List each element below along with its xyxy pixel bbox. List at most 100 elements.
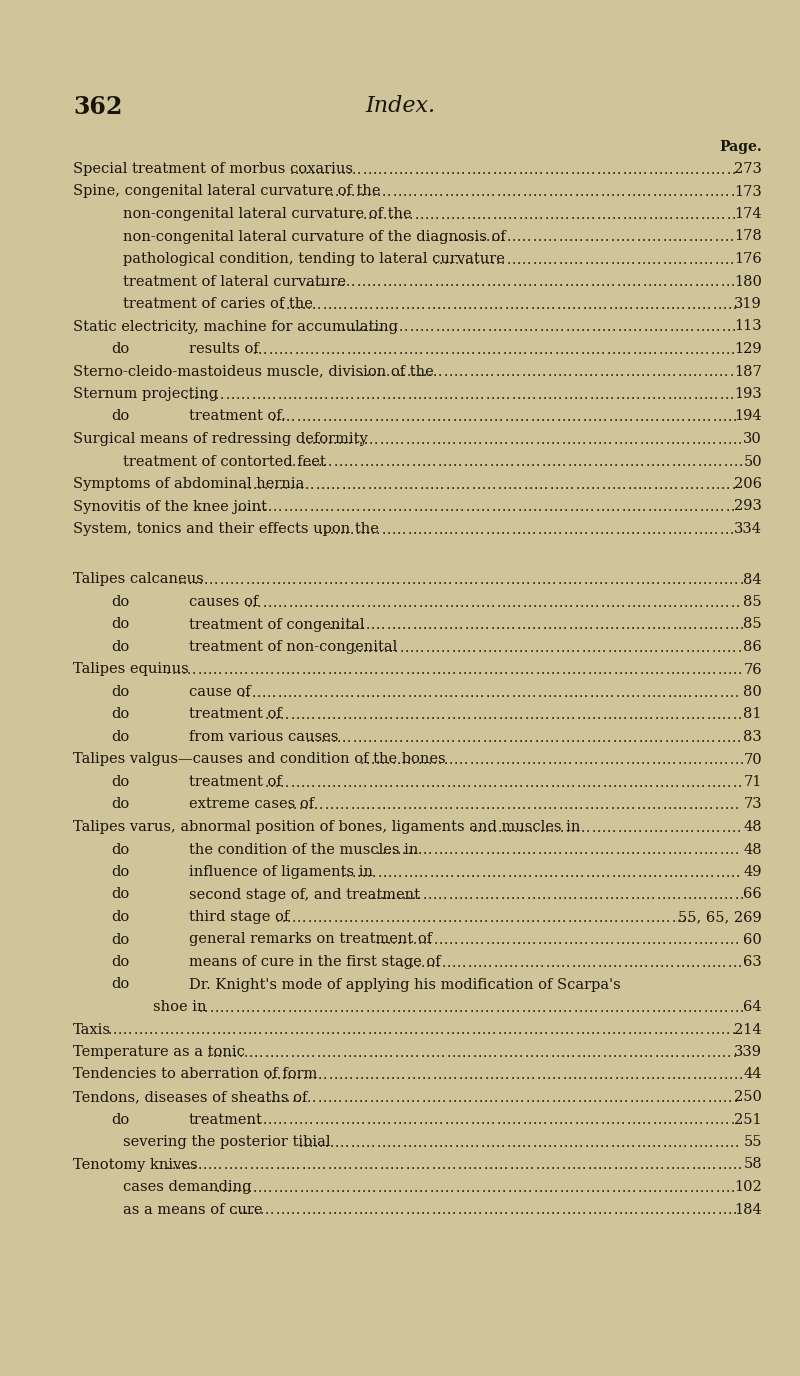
Text: .: . <box>326 477 330 491</box>
Text: .: . <box>653 275 657 289</box>
Text: Talipes varus, abnormal position of bones, ligaments and muscles in: Talipes varus, abnormal position of bone… <box>73 820 580 834</box>
Text: .: . <box>478 1204 482 1218</box>
Text: .: . <box>483 1046 487 1060</box>
Text: .: . <box>705 866 709 879</box>
Text: .: . <box>499 1159 503 1172</box>
Text: .: . <box>558 1068 562 1083</box>
Text: .: . <box>390 1159 394 1172</box>
Text: .: . <box>561 956 565 970</box>
Text: .: . <box>189 388 193 402</box>
Text: .: . <box>374 433 378 447</box>
Text: .: . <box>366 685 370 700</box>
Text: .: . <box>556 410 561 424</box>
Text: .: . <box>615 933 620 947</box>
Text: .: . <box>730 596 734 610</box>
Text: .: . <box>363 641 367 655</box>
Text: .: . <box>622 275 626 289</box>
Text: .: . <box>590 1181 594 1194</box>
Text: .: . <box>194 388 198 402</box>
Text: .: . <box>622 208 626 222</box>
Text: .: . <box>421 776 425 790</box>
Text: .: . <box>412 618 417 633</box>
Text: .: . <box>643 731 648 744</box>
Text: .: . <box>462 709 466 722</box>
Text: .: . <box>546 956 550 970</box>
Text: .: . <box>382 501 386 515</box>
Text: .: . <box>309 596 314 610</box>
Text: .: . <box>506 596 511 610</box>
Text: .: . <box>390 709 394 722</box>
Text: .: . <box>505 1091 509 1105</box>
Text: .: . <box>431 410 436 424</box>
Text: .: . <box>462 663 466 677</box>
Text: .: . <box>654 208 658 222</box>
Text: .: . <box>468 663 472 677</box>
Text: .: . <box>615 685 619 700</box>
Text: .: . <box>587 956 591 970</box>
Text: .: . <box>703 366 707 380</box>
Text: .: . <box>662 889 666 903</box>
Text: .: . <box>282 911 286 925</box>
Text: .: . <box>550 208 554 222</box>
Text: .: . <box>610 933 614 947</box>
Text: .: . <box>653 186 657 200</box>
Text: .: . <box>577 1046 581 1060</box>
Text: .: . <box>733 1204 737 1218</box>
Text: .: . <box>313 574 318 588</box>
Text: .: . <box>617 477 621 491</box>
Text: .: . <box>344 455 348 469</box>
Text: .: . <box>556 297 561 312</box>
Text: .: . <box>458 410 462 424</box>
Text: .: . <box>323 455 327 469</box>
Text: .: . <box>674 343 678 356</box>
Text: .: . <box>330 186 334 200</box>
Text: .: . <box>594 843 599 857</box>
Text: .: . <box>682 618 687 633</box>
Text: .: . <box>626 1113 630 1127</box>
Text: .: . <box>275 1159 279 1172</box>
Text: .: . <box>558 933 562 947</box>
Text: .: . <box>375 911 379 925</box>
Text: .: . <box>416 297 420 312</box>
Text: .: . <box>253 477 257 491</box>
Text: .: . <box>611 275 615 289</box>
Text: .: . <box>427 455 431 469</box>
Text: .: . <box>381 574 385 588</box>
Text: .: . <box>608 410 613 424</box>
Text: .: . <box>616 186 620 200</box>
Text: .: . <box>322 1046 326 1060</box>
Text: .: . <box>458 663 462 677</box>
Text: .: . <box>387 1113 391 1127</box>
Text: .: . <box>695 208 699 222</box>
Text: .: . <box>444 230 448 245</box>
Text: .: . <box>680 641 685 655</box>
Text: .: . <box>281 1204 285 1218</box>
Text: .: . <box>587 1159 591 1172</box>
Text: .: . <box>430 641 435 655</box>
Text: 173: 173 <box>734 184 762 198</box>
Text: .: . <box>671 455 676 469</box>
Text: .: . <box>579 230 583 245</box>
Text: .: . <box>730 388 734 402</box>
Text: .: . <box>663 1181 667 1194</box>
Text: .: . <box>601 343 606 356</box>
Text: .: . <box>578 911 582 925</box>
Text: .: . <box>362 208 366 222</box>
Text: .: . <box>305 477 309 491</box>
Text: .: . <box>696 956 700 970</box>
Text: .: . <box>383 321 388 334</box>
Text: .: . <box>673 933 677 947</box>
Text: .: . <box>565 1024 569 1038</box>
Text: .: . <box>738 641 742 655</box>
Text: .: . <box>409 208 414 222</box>
Text: .: . <box>577 1204 581 1218</box>
Text: .: . <box>310 162 314 178</box>
Text: .: . <box>577 663 581 677</box>
Text: .: . <box>558 574 562 588</box>
Text: .: . <box>478 1159 482 1172</box>
Text: .: . <box>725 1135 729 1150</box>
Text: .: . <box>482 1024 486 1038</box>
Text: .: . <box>686 1204 690 1218</box>
Text: .: . <box>637 501 642 515</box>
Text: .: . <box>575 162 580 178</box>
